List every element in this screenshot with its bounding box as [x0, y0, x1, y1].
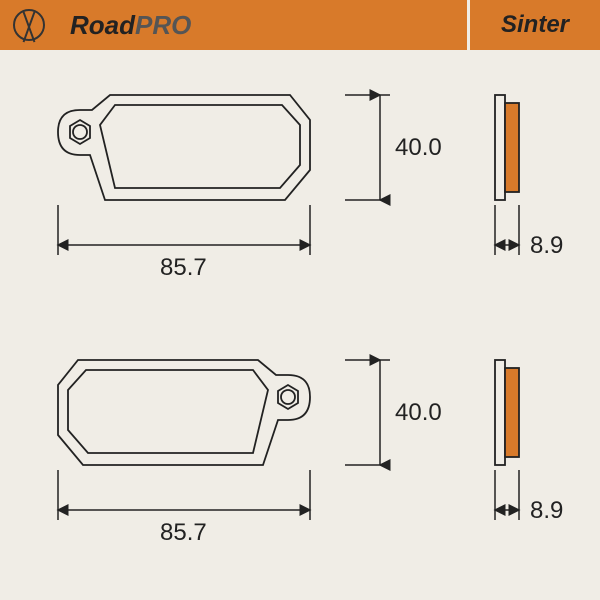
brand-suffix: PRO [135, 10, 191, 41]
diagram-area: 85.7 40.0 8.9 [0, 50, 600, 600]
side-friction [505, 368, 519, 457]
pad-top-face-view: 85.7 [30, 75, 340, 285]
friction-pad-outline [100, 105, 300, 188]
brand-logo [0, 0, 58, 50]
pad-top-height-dim: 40.0 [345, 75, 455, 225]
header-bar: RoadPRO Sinter [0, 0, 600, 50]
compound-label: Sinter [470, 0, 600, 50]
side-backing [495, 360, 505, 465]
thickness-dim-label: 8.9 [530, 497, 563, 524]
pad-bottom-side-view: 8.9 [475, 340, 585, 550]
brand-prefix: Road [70, 10, 135, 41]
pad-top-side-view: 8.9 [475, 75, 585, 285]
side-backing [495, 95, 505, 200]
friction-pad-outline [68, 370, 268, 453]
width-dim-label: 85.7 [160, 519, 207, 546]
product-line-label: RoadPRO [58, 0, 467, 50]
thickness-dim-label: 8.9 [530, 232, 563, 259]
height-dim-label: 40.0 [395, 399, 442, 426]
width-dim-label: 85.7 [160, 254, 207, 281]
logo-circle-icon [13, 9, 45, 41]
height-dim-label: 40.0 [395, 134, 442, 161]
pad-bottom-face-view: 85.7 [30, 340, 340, 550]
side-friction [505, 103, 519, 192]
pad-bottom-height-dim: 40.0 [345, 340, 455, 490]
